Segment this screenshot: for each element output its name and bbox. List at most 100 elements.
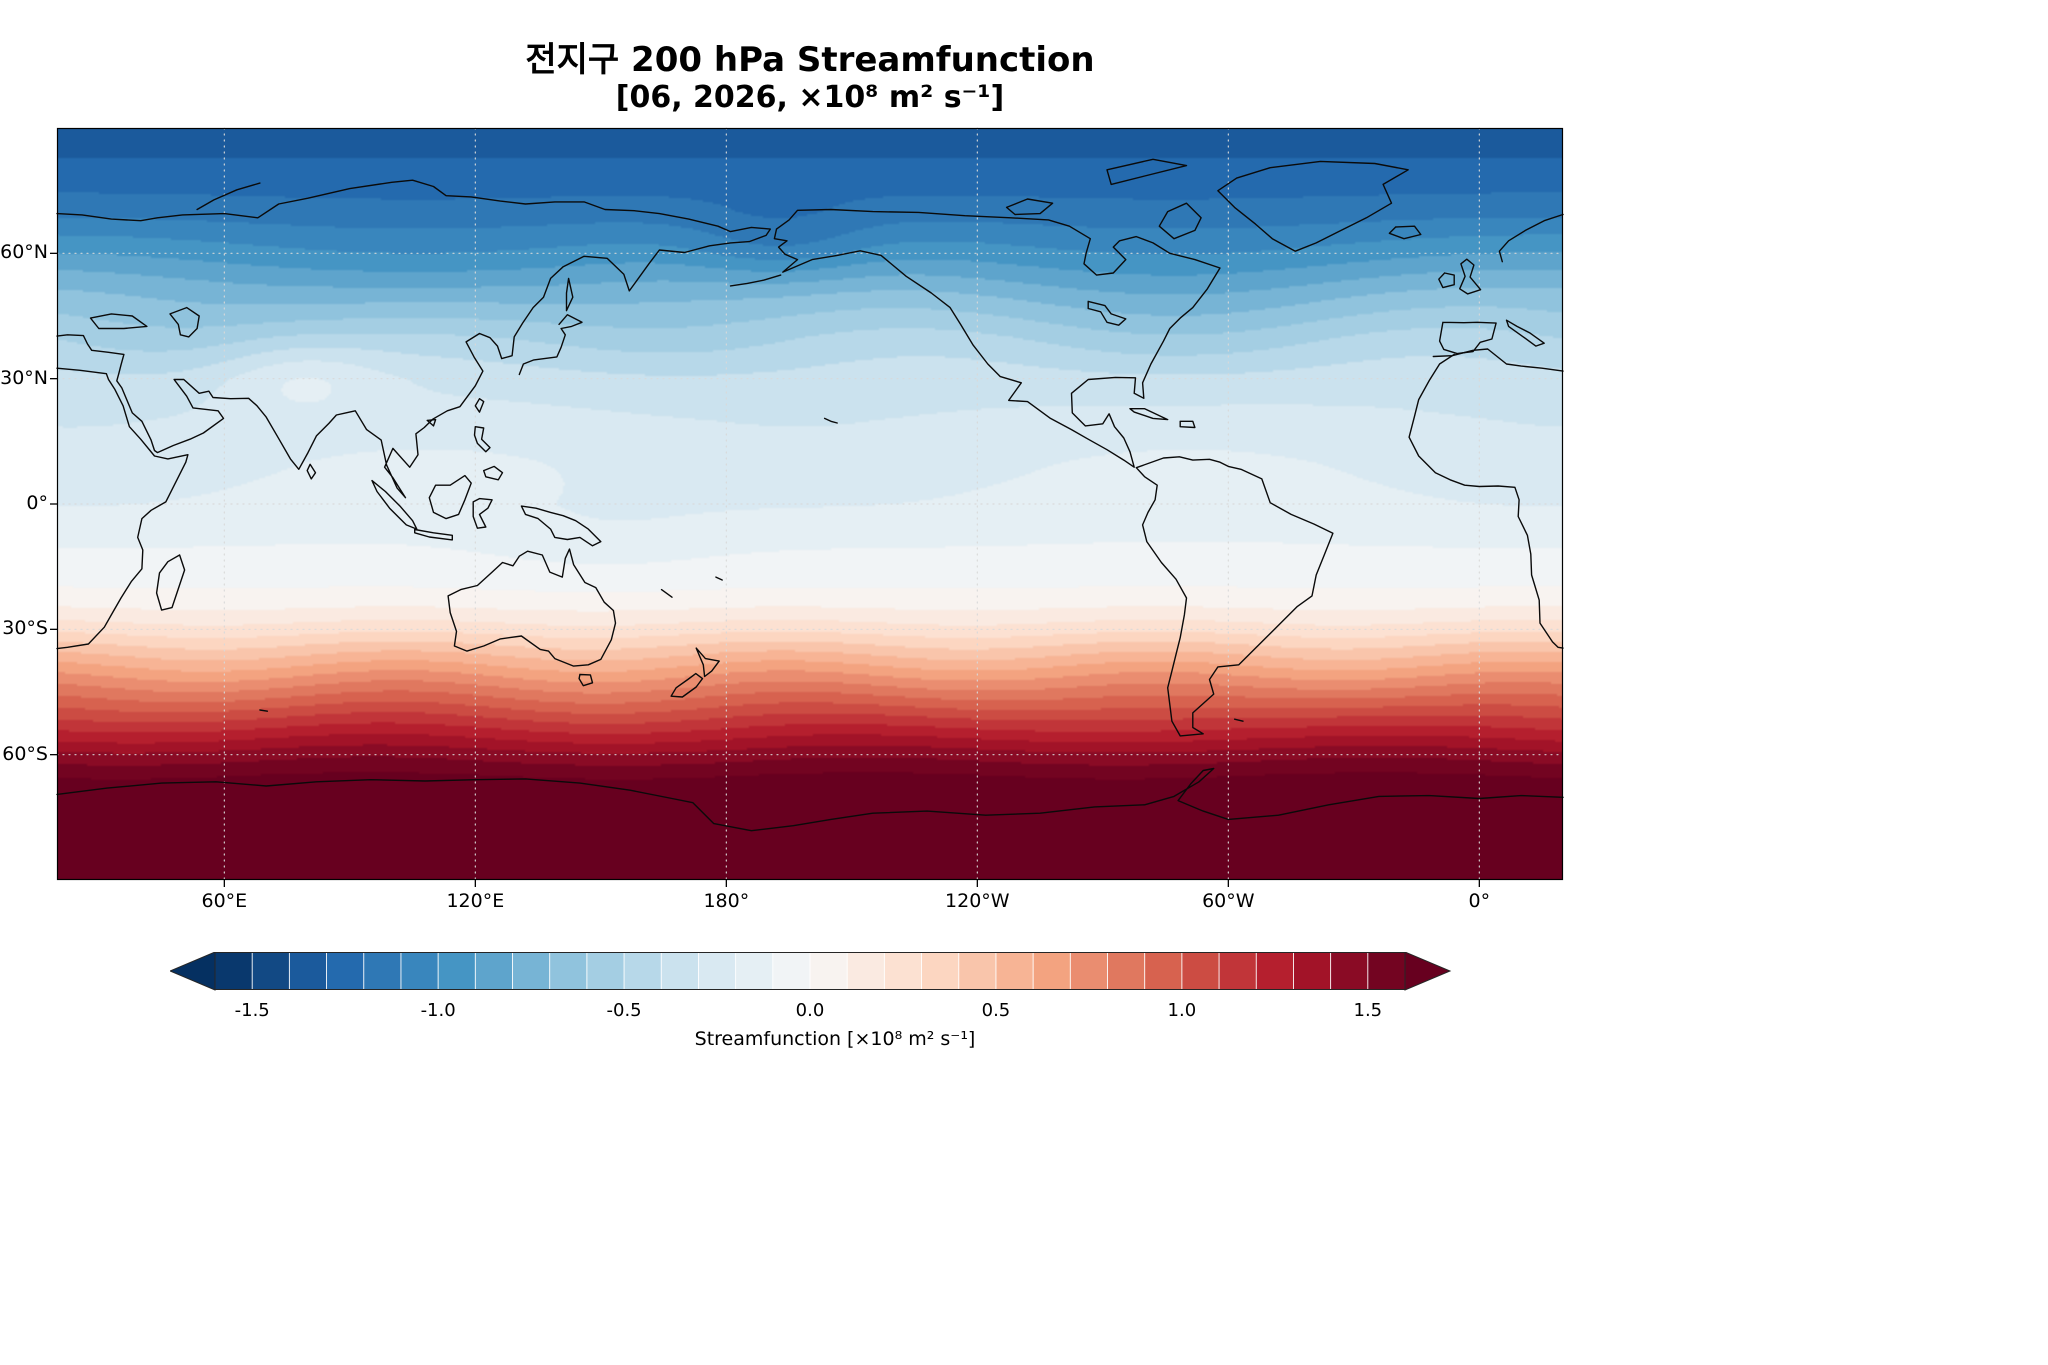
colorbar-band [698,952,737,990]
coastline-norway [1498,213,1564,263]
coastline-north-africa-med [1432,348,1564,372]
gridlines-layer [56,127,1564,881]
coastline-taiwan [474,398,485,413]
coastline-antarctica [56,767,1564,832]
y-tick-label: 30°S [2,617,48,640]
colorbar-tick-label: -0.5 [606,1000,642,1021]
colorbar-label: Streamfunction [×10⁸ m² s⁻¹] [694,1028,976,1050]
colorbar-band [958,952,997,990]
coastline-nz-south [670,672,704,698]
coastline-nz-north [695,647,720,678]
colorbar-band [921,952,960,990]
colorbar-band [215,952,253,990]
x-tick-label: 60°E [201,890,248,912]
colorbar-band [1293,952,1332,990]
colorbar-tick-label: -1.0 [420,1000,456,1021]
coastline-borneo [428,474,472,520]
colorbar-band [624,952,662,990]
coastline-north-america [773,208,1221,468]
coastline-ellesmere [1106,158,1188,186]
colorbar-band [400,952,439,990]
colorbar-band [438,952,476,990]
map-overlay [50,127,1564,887]
coastline-sumatra [371,479,418,530]
coastline-caspian-sea [169,306,200,338]
colorbar-tick-label: 1.5 [1353,1000,1383,1021]
colorbar-band [1256,952,1295,990]
coastlines-layer [56,158,1564,832]
colorbar-band [252,952,290,990]
map-plot [50,127,1564,887]
colorbar-band [884,952,923,990]
coastline-hispaniola [1179,420,1196,429]
colorbar-arrow-left [168,951,216,991]
coastline-black-sea [89,313,148,330]
coastline-iberia [1438,321,1497,355]
colorbar-band [735,952,774,990]
colorbar-band [1107,952,1146,990]
colorbar-outline [214,952,1406,990]
colorbar-band [1144,952,1183,990]
colorbar-band [586,952,625,990]
colorbar-band [475,952,514,990]
coastline-madagascar [155,554,186,611]
colorbar-band [1070,952,1109,990]
coastline-south-america [1135,456,1334,737]
coastline-eurasia [56,179,771,499]
chart-title: 전지구 200 hPa Streamfunction [525,40,1095,80]
x-tick-label: 120°E [446,890,505,912]
y-tick-label: 30°N [0,366,48,389]
y-tick-label: 0° [26,492,48,514]
colorbar-bar [168,951,1452,991]
coastline-victoria-island [1005,198,1054,216]
colorbar-band [810,952,848,990]
colorbar-arrow-right [1404,951,1452,991]
colorbar-band [1181,952,1220,990]
colorbar-band [1219,952,1257,990]
coastline-tasmania [578,673,594,687]
colorbar-band [1367,952,1406,990]
colorbar-band [1330,952,1369,990]
axis-tick-marks [50,252,1480,887]
coastline-baffin [1158,202,1202,240]
coastline-greenland [1217,160,1409,252]
colorbar-band [847,952,885,990]
x-tick-label: 0° [1468,890,1491,912]
coastline-falklands [1233,718,1244,722]
coastline-luzon [473,426,491,453]
coastline-cuba [1129,408,1169,421]
colorbar-band [661,952,700,990]
colorbar-band [512,952,551,990]
colorbar-band [1033,952,1071,990]
coastline-sakhalin [565,277,574,312]
coastline-iceland [1388,225,1422,240]
coastline-mindanao [483,465,504,481]
colorbar-band [326,952,365,990]
colorbar-band [772,952,811,990]
coastline-sri-lanka [306,463,317,480]
colorbar-band [995,952,1034,990]
x-tick-label: 60°W [1202,890,1255,912]
colorbar-tick-label: -1.5 [234,1000,270,1021]
colorbar-band [363,952,402,990]
colorbar-tick-label: 1.0 [1167,1000,1197,1021]
x-tick-label: 180° [703,890,750,912]
colorbar-band-separators [251,952,1369,990]
coastline-east-africa [56,367,189,650]
coastline-new-caledonia [660,588,673,598]
coastline-fiji [715,576,723,581]
colorbar-band [289,952,328,990]
chart-subtitle: [06, 2026, ×10⁸ m² s⁻¹] [615,80,1005,115]
coastline-kerguelen [259,709,269,712]
coastline-sulawesi [472,497,493,529]
colorbar-tick-label: 0.5 [981,1000,1011,1021]
coastline-new-guinea [520,505,602,547]
x-tick-label: 120°W [945,890,1010,912]
coastline-ireland [1438,272,1455,289]
coastline-japan [518,314,583,376]
coastline-great-lakes [1087,300,1127,326]
colorbar-bands [215,952,1406,990]
coastline-hawaii [823,417,838,424]
colorbar-tick-label: 0.0 [795,1000,825,1021]
coastline-west-africa-atlantic [1408,353,1564,649]
